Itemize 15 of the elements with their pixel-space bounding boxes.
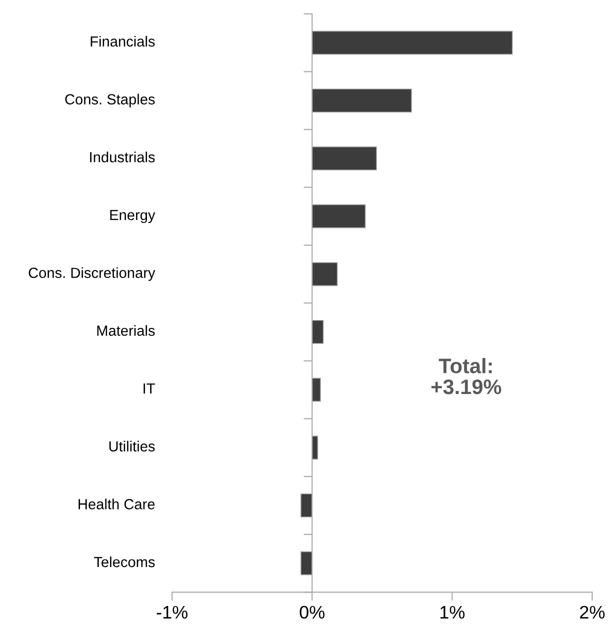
y-tick-label: Utilities: [109, 440, 155, 452]
y-tick-label: Telecoms: [94, 556, 155, 568]
x-tick-label: 2%: [580, 606, 605, 619]
annotation: Total: +3.19%: [431, 358, 502, 394]
x-tick-label: 0%: [300, 606, 325, 619]
y-tick-label: Materials: [97, 325, 155, 336]
x-tick-label: 1%: [440, 606, 465, 619]
y-tick-label: Industrials: [90, 152, 155, 162]
y-tick-label: Health Care: [78, 498, 155, 510]
y-tick-label: Cons. Staples: [65, 94, 155, 108]
y-tick-label: IT: [144, 384, 155, 394]
y-tick-label: Energy: [110, 210, 156, 224]
y-tick-label: Financials: [90, 36, 155, 47]
y-tick-label: Cons. Discretionary: [28, 267, 156, 281]
x-tick-label: -1%: [156, 606, 188, 619]
